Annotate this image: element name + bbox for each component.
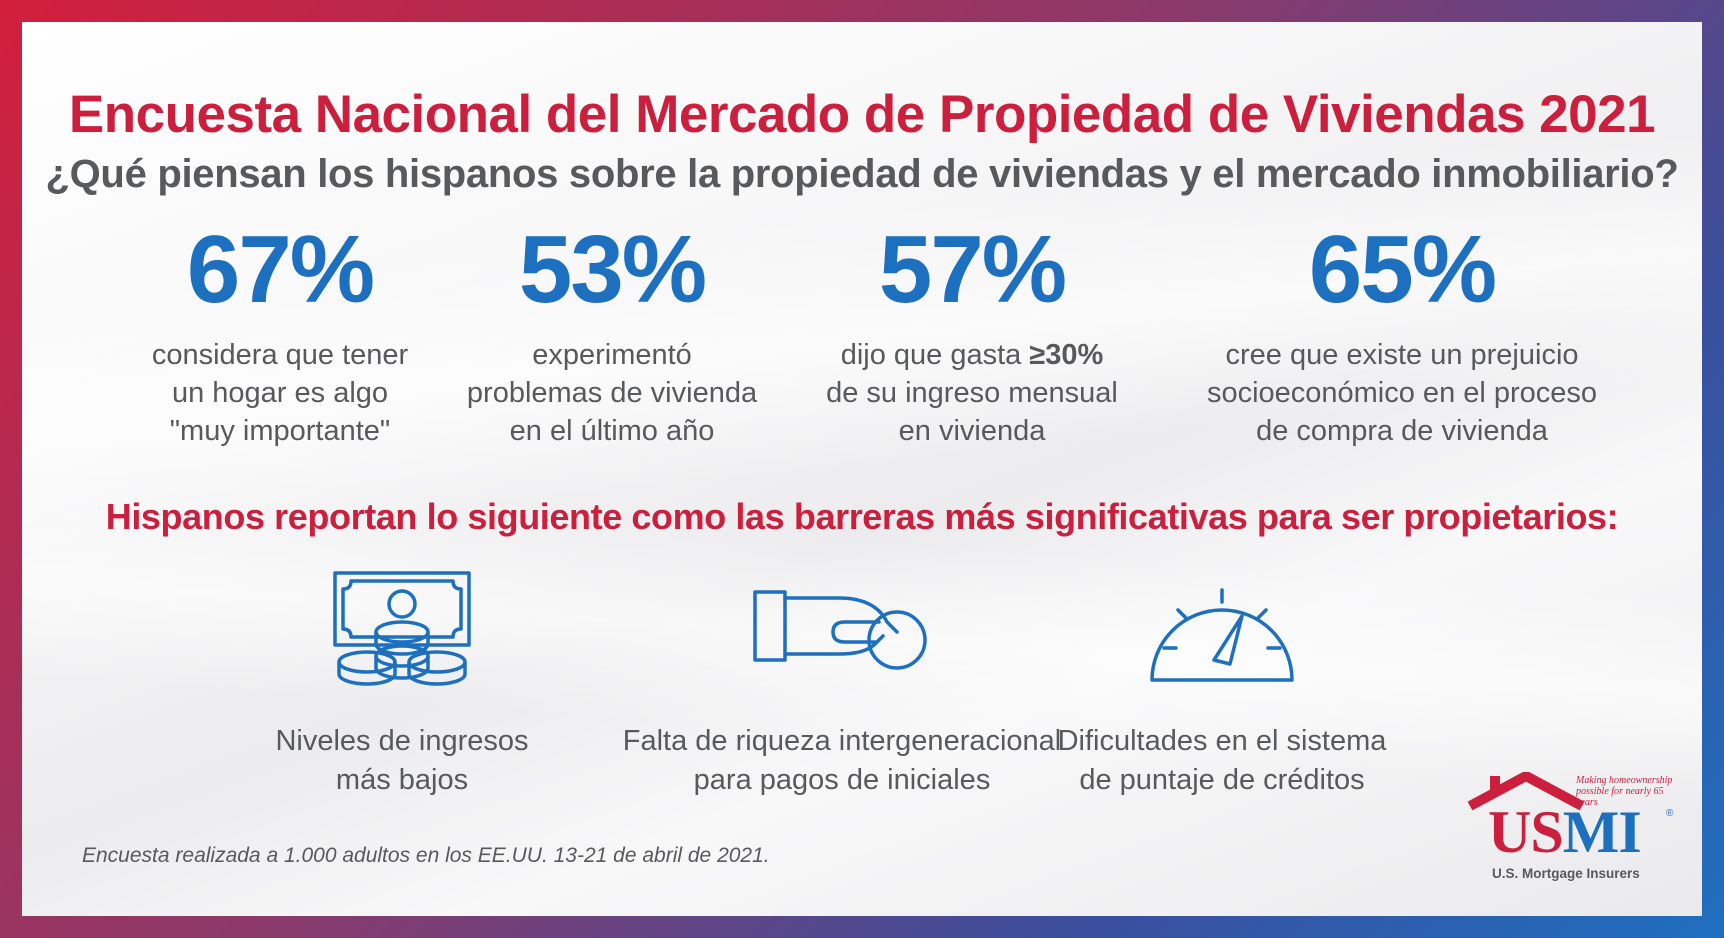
money-coins-icon <box>333 571 471 686</box>
barrier-label: Niveles de ingresos más bajos <box>232 722 572 800</box>
barrier-label-line: más bajos <box>335 764 469 796</box>
stat-description-line: "muy importante" <box>169 415 391 447</box>
stat-description-line: cree que existe un prejuicio <box>1225 339 1579 371</box>
stat-percentage: 65% <box>1308 216 1497 323</box>
stat-description-line: problemas de vivienda <box>466 377 758 409</box>
stat-percentage: 53% <box>518 216 707 323</box>
stat-description-line: en el último año <box>509 415 715 447</box>
page-title: Encuesta Nacional del Mercado de Propied… <box>68 85 1656 144</box>
logo-wordmark: USMI <box>1488 799 1642 865</box>
stat-description-line: considera que tener <box>151 339 409 371</box>
stat-block-3: 57% dijo que gasta ≥30% de su ingreso me… <box>782 222 1162 450</box>
stat-description-text: dijo que gasta <box>840 339 1030 371</box>
gauge-icon <box>1150 588 1294 682</box>
page-subtitle: ¿Qué piensan los hispanos sobre la propi… <box>45 152 1679 196</box>
stat-percentage: 57% <box>878 216 1067 323</box>
barrier-label: Falta de riqueza intergeneracional para … <box>592 722 1092 800</box>
infographic-card: Encuesta Nacional del Mercado de Propied… <box>22 22 1702 916</box>
barrier-label-line: para pagos de iniciales <box>693 764 991 796</box>
stat-block-1: 67% considera que tener un hogar es algo… <box>90 222 470 450</box>
stat-description-line: experimentó <box>532 339 692 371</box>
stat-description: dijo que gasta ≥30% de su ingreso mensua… <box>782 336 1162 450</box>
stat-highlight: ≥30% <box>1029 339 1104 371</box>
stat-description: cree que existe un prejuicio socioeconóm… <box>1162 336 1642 450</box>
logo-tagline: Making homeownership possible for nearly… <box>1576 775 1686 808</box>
stat-description: considera que tener un hogar es algo "mu… <box>90 336 470 450</box>
stat-block-4: 65% cree que existe un prejuicio socioec… <box>1162 222 1642 450</box>
stat-description-line: socioeconómico en el proceso <box>1206 377 1598 409</box>
stat-description-line: de compra de vivienda <box>1256 415 1548 447</box>
barrier-credit: Dificultades en el sistema de puntaje de… <box>1022 570 1422 800</box>
logo-wordmark-us: US <box>1488 799 1564 865</box>
footnote: Encuesta realizada a 1.000 adultos en lo… <box>82 844 770 867</box>
registered-mark: ® <box>1666 808 1674 819</box>
stat-description-line: de su ingreso mensual <box>826 377 1118 409</box>
logo-wordmark-mi: MI <box>1562 799 1642 865</box>
logo-tagline-line: Making homeownership <box>1576 775 1673 786</box>
stat-percentage: 67% <box>186 216 375 323</box>
stat-description: experimentó problemas de vivienda en el … <box>422 336 802 450</box>
stat-description-line: en vivienda <box>898 415 1046 447</box>
barrier-label-line: Dificultades en el sistema <box>1057 725 1387 757</box>
barrier-label-line: Niveles de ingresos <box>275 725 529 757</box>
logo-caption: U.S. Mortgage Insurers <box>1492 866 1640 881</box>
logo-tagline-line: possible for nearly 65 years <box>1576 786 1664 808</box>
usmi-logo: Making homeownership possible for nearly… <box>1466 772 1686 892</box>
stat-block-2: 53% experimentó problemas de vivienda en… <box>422 222 802 450</box>
barrier-wealth: Falta de riqueza intergeneracional para … <box>592 570 1092 800</box>
barriers-heading: Hispanos reportan lo siguiente como las … <box>105 496 1619 537</box>
house-roof-icon <box>1467 772 1585 811</box>
barrier-label: Dificultades en el sistema de puntaje de… <box>1022 722 1422 800</box>
stat-description-line: un hogar es algo <box>171 377 389 409</box>
barrier-label-line: de puntaje de créditos <box>1079 764 1365 796</box>
barrier-income: Niveles de ingresos más bajos <box>232 570 572 800</box>
barrier-label-line: Falta de riqueza intergeneracional <box>622 725 1062 757</box>
hand-coin-icon <box>753 590 927 670</box>
stat-description-line: dijo que gasta ≥30% <box>782 336 1162 374</box>
